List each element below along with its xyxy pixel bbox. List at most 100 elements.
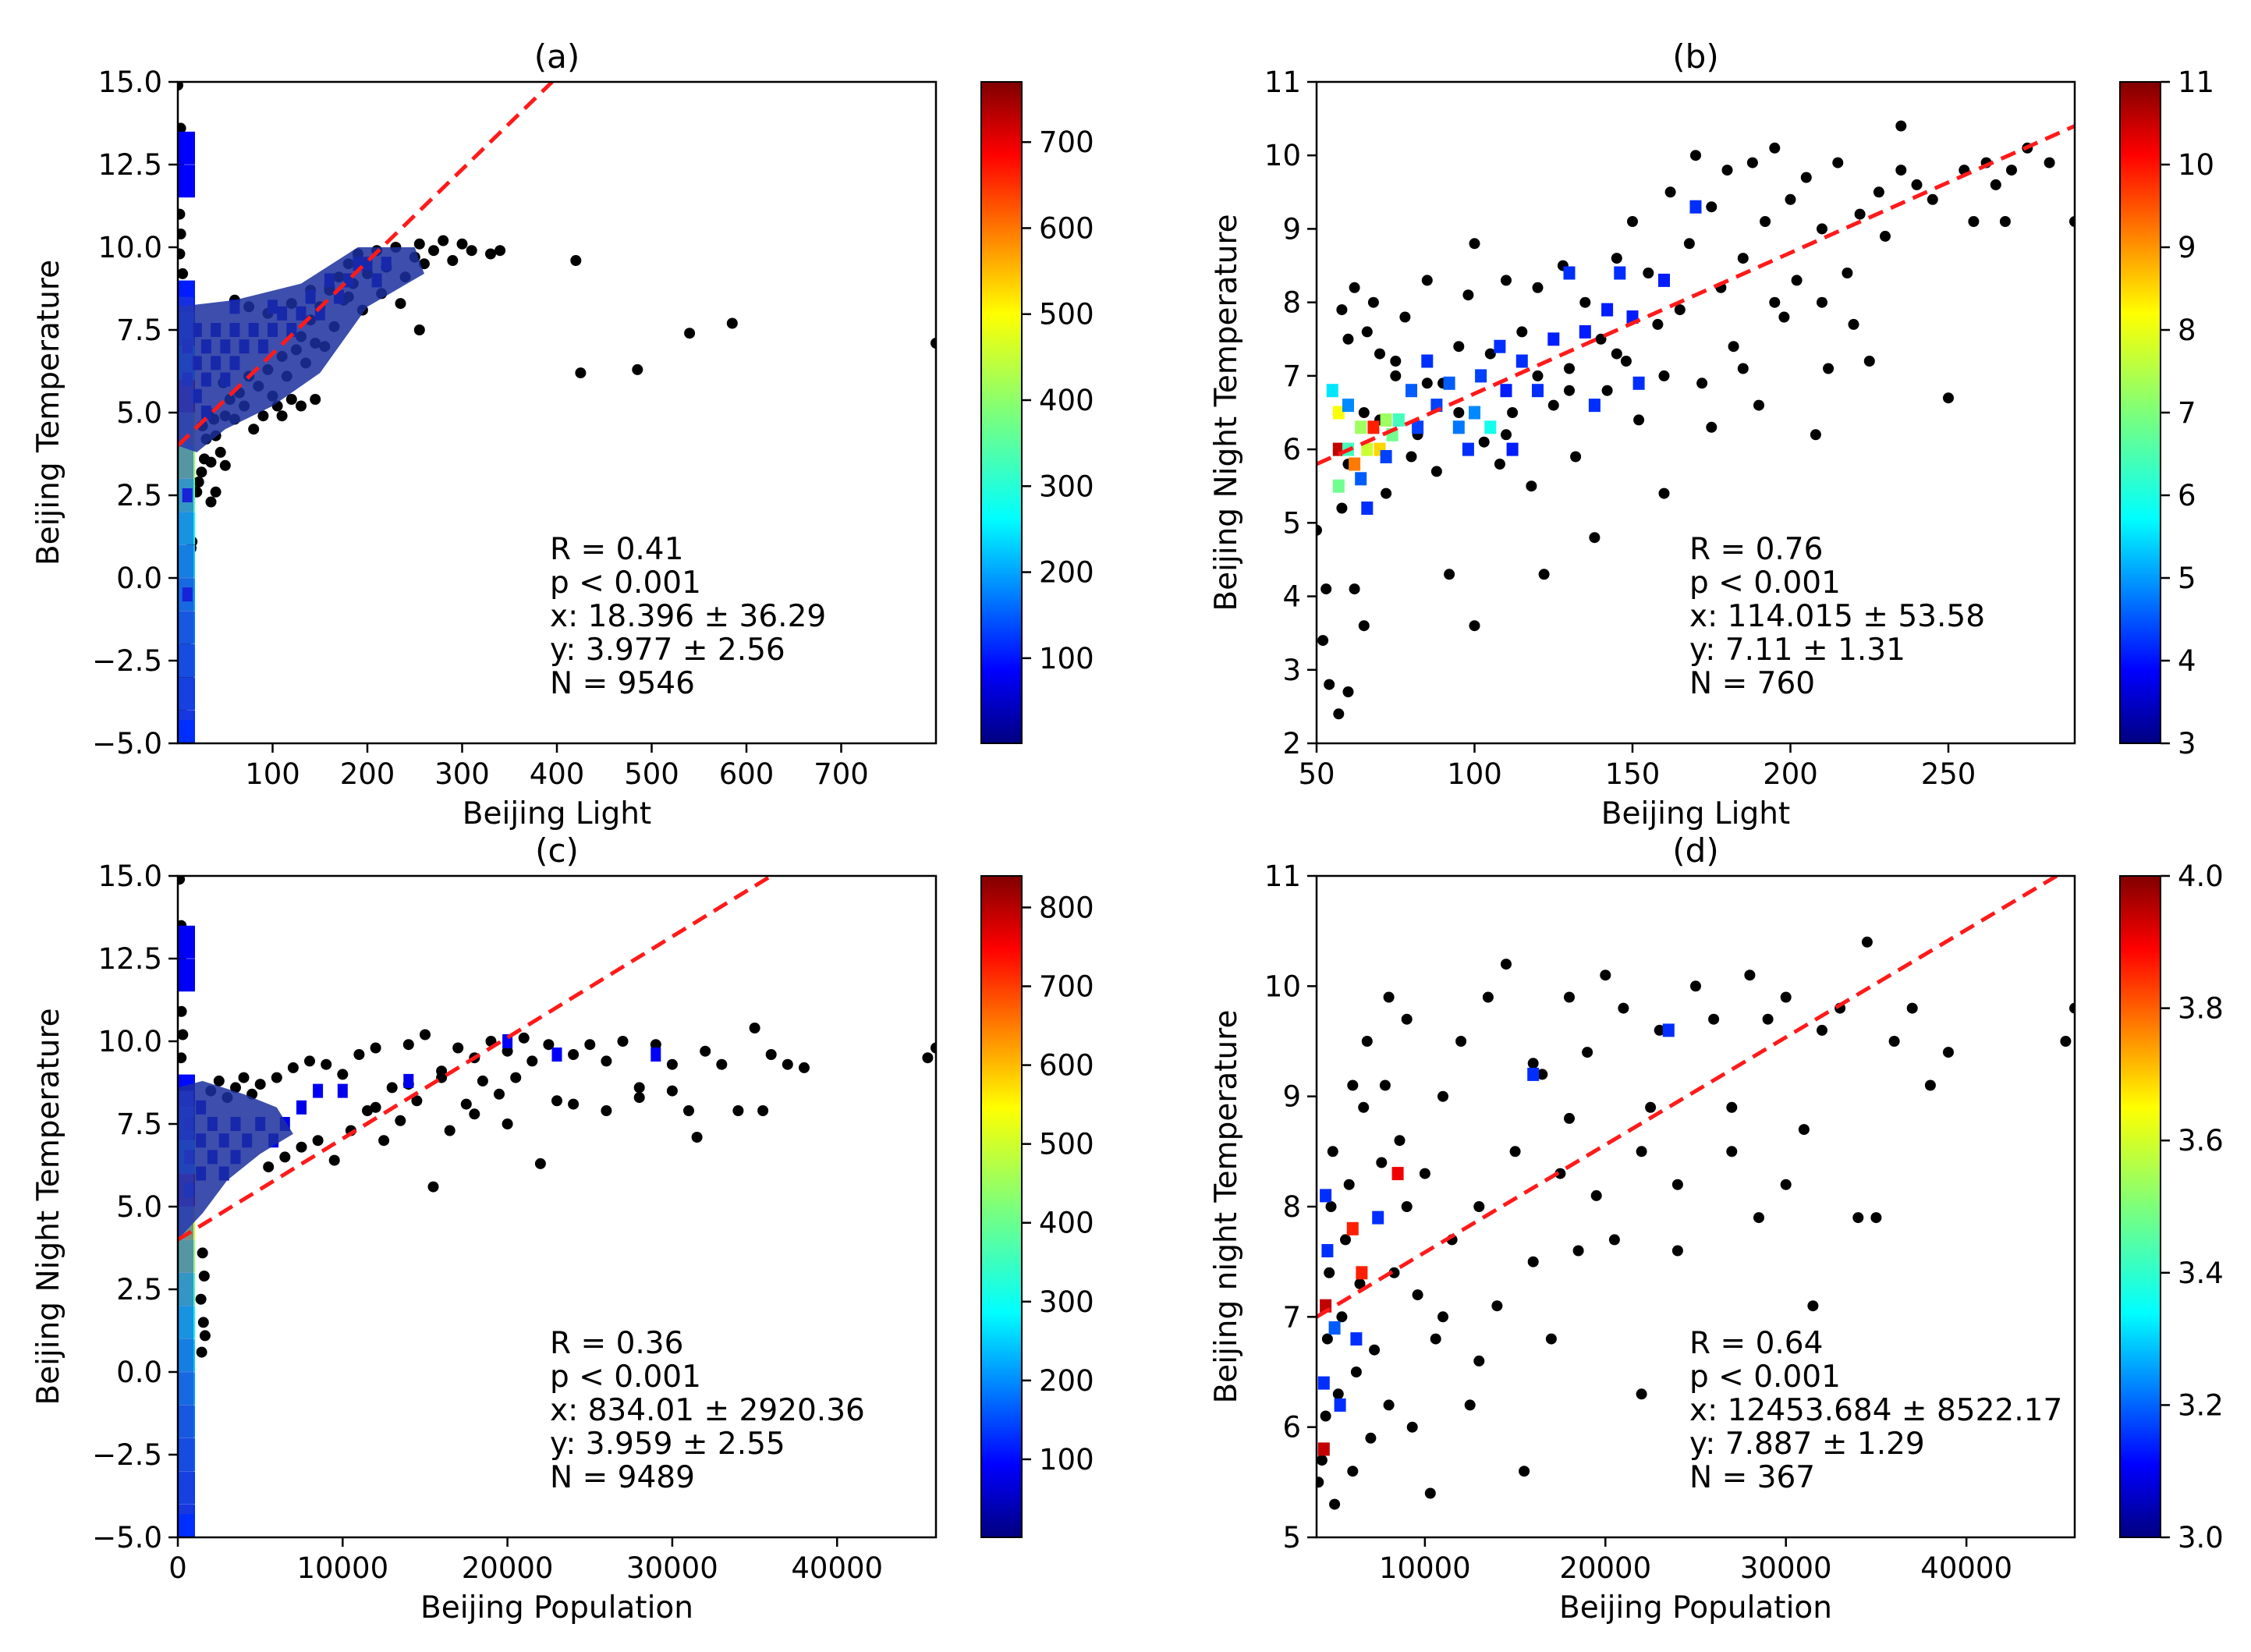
scatter-point [1317, 635, 1329, 647]
density-cell [1632, 376, 1645, 390]
scatter-point [617, 1036, 629, 1047]
scatter-point [178, 268, 189, 279]
scatter-point [205, 456, 217, 468]
panel-title: (b) [1672, 37, 1718, 76]
scatter-point [1601, 385, 1613, 396]
scatter-point [1690, 150, 1701, 161]
scatter-point [1895, 120, 1907, 132]
x-tick-label: 100 [1447, 757, 1502, 791]
stats-line: x: 834.01 ± 2920.36 [550, 1393, 865, 1428]
scatter-point [1361, 1036, 1373, 1047]
stats-line: y: 3.977 ± 2.56 [550, 633, 785, 668]
scatter-point [1778, 311, 1790, 323]
density-cell [1494, 339, 1506, 353]
scatter-point [1737, 363, 1749, 374]
density-column [178, 1090, 193, 1515]
scatter-point [271, 1072, 282, 1083]
scatter-point [1595, 333, 1607, 345]
scatter-point [485, 248, 496, 260]
scatter-point [1320, 583, 1332, 595]
scatter-point [700, 1045, 711, 1057]
scatter-point [1390, 370, 1402, 381]
density-cell [1527, 1067, 1540, 1081]
plot-area-b [1317, 120, 2075, 720]
scatter-point [1412, 1289, 1423, 1301]
scatter-point [1924, 1079, 1936, 1091]
scatter-point [1526, 480, 1537, 492]
density-cell [403, 1073, 414, 1088]
scatter-point [1927, 193, 1938, 205]
y-tick-label: 4 [1282, 580, 1301, 614]
colorbar [980, 81, 1023, 744]
scatter-point [1706, 201, 1717, 213]
colorbar-tick-label: 10 [2178, 148, 2214, 182]
density-cell [1500, 384, 1512, 398]
x-tick-label: 30000 [1740, 1551, 1832, 1585]
stats-line: N = 9489 [550, 1460, 695, 1495]
scatter-point [1582, 1047, 1593, 1058]
density-cell [1321, 1244, 1334, 1257]
colorbar-tick-label: 200 [1039, 1364, 1094, 1398]
scatter-point [296, 400, 307, 412]
density-cell [1355, 472, 1367, 486]
scatter-point [502, 1118, 513, 1129]
scatter-point [1728, 341, 1739, 353]
density-cell [337, 1083, 348, 1098]
scatter-point [1399, 311, 1411, 323]
x-tick-label: 250 [1921, 757, 1976, 791]
colorbar-tick-label: 300 [1039, 470, 1094, 503]
scatter-point [1336, 304, 1348, 316]
density-cell [1563, 266, 1576, 280]
scatter-point [1484, 348, 1496, 360]
scatter-point [1469, 620, 1480, 632]
scatter-point [1340, 1234, 1351, 1246]
scatter-point [2069, 216, 2075, 227]
scatter-point [1664, 186, 1676, 198]
scatter-point [1611, 348, 1622, 360]
scatter-point [931, 338, 936, 349]
scatter-point [197, 1317, 209, 1328]
y-tick-label: −5.0 [92, 1521, 162, 1555]
colorbar-tick-label: 9 [2178, 231, 2196, 264]
scatter-point [1336, 502, 1348, 514]
x-tick-label: 600 [719, 757, 775, 791]
scatter-point [1469, 238, 1480, 250]
density-cluster [178, 1080, 293, 1240]
scatter-point [248, 424, 260, 435]
scatter-point [1325, 1201, 1337, 1212]
scatter-point [1848, 318, 1859, 330]
scatter-point [1564, 385, 1575, 396]
scatter-point [666, 1085, 678, 1097]
colorbar-tick-label: 3.0 [2178, 1521, 2224, 1555]
scatter-point [1753, 399, 1764, 411]
density-cell [1380, 413, 1392, 427]
scatter-point [1990, 179, 2001, 190]
scatter-point [1388, 1267, 1400, 1278]
scatter-point [1478, 436, 1490, 448]
density-cell [1588, 399, 1601, 413]
colorbar-tick-label: 4.0 [2178, 860, 2224, 893]
scatter-point [1746, 157, 1758, 168]
scatter-point [1421, 378, 1433, 389]
y-tick-label: 0.0 [116, 1356, 162, 1389]
scatter-point [1491, 1300, 1503, 1312]
scatter-point [1906, 1002, 1918, 1014]
x-tick-label: 20000 [462, 1551, 554, 1585]
density-cell [1532, 384, 1544, 398]
colorbar-tick-label: 300 [1039, 1285, 1094, 1319]
scatter-point [411, 1095, 423, 1107]
y-tick-label: 6 [1282, 433, 1301, 466]
y-tick-label: 7 [1282, 360, 1301, 393]
scatter-point [1349, 282, 1360, 293]
scatter-point [1394, 1135, 1406, 1147]
colorbar-tick-label: 8 [2178, 314, 2196, 347]
scatter-point [765, 1049, 777, 1060]
scatter-point [1376, 1157, 1388, 1168]
scatter-point [413, 238, 425, 250]
x-tick-label: 50 [1298, 757, 1335, 791]
density-cell [1342, 399, 1354, 413]
y-tick-label: 0.0 [116, 562, 162, 595]
y-tick-label: 11 [1264, 860, 1301, 893]
scatter-point [633, 1082, 645, 1094]
scatter-point [931, 1042, 936, 1054]
